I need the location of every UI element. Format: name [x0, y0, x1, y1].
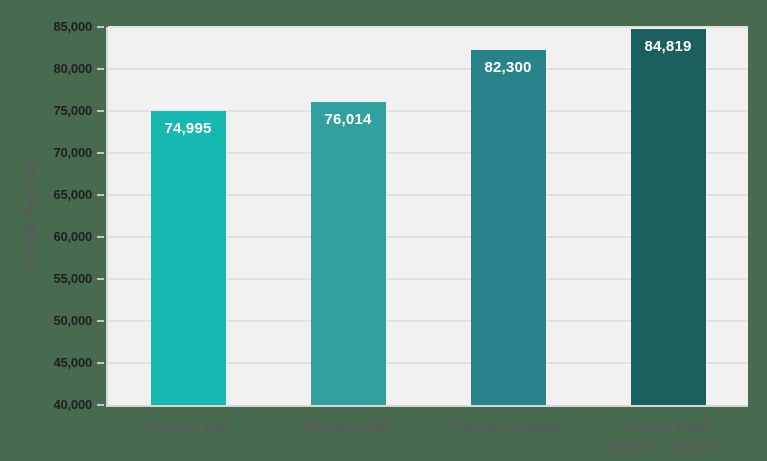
- y-tick-mark: [97, 152, 104, 154]
- category-label-line: Previous Half: [302, 419, 390, 434]
- y-tick-label: 50,000: [53, 313, 92, 328]
- gridline: [108, 320, 748, 322]
- category-sublabel-line: (Sept 21 - Sept 27): [607, 439, 725, 454]
- y-tick-mark: [97, 194, 104, 196]
- y-tick-label: 60,000: [53, 229, 92, 244]
- gridline: [108, 278, 748, 280]
- y-tick-mark: [97, 68, 104, 70]
- bar-value-label: 76,014: [324, 111, 372, 129]
- y-tick-label: 80,000: [53, 61, 92, 76]
- gridline: [108, 68, 748, 70]
- y-tick-mark: [97, 236, 104, 238]
- gridline: [108, 236, 748, 238]
- category-label-line: Current Week: [622, 419, 710, 434]
- gridline: [108, 110, 748, 112]
- y-tick-label: 55,000: [53, 271, 92, 286]
- gridline: [108, 362, 748, 364]
- y-tick-mark: [97, 404, 104, 406]
- bar: 82,300: [470, 49, 546, 405]
- category-label: Previous Quarter: [421, 417, 591, 437]
- y-tick-mark: [97, 278, 104, 280]
- y-tick-mark: [97, 362, 104, 364]
- y-axis-title: 1A CRB Records: [22, 158, 38, 278]
- y-tick-label: 75,000: [53, 103, 92, 118]
- plot-area: 74,995 76,014 82,300 84,819: [106, 26, 748, 407]
- y-tick-mark: [97, 110, 104, 112]
- category-label: Previous Half: [261, 417, 431, 437]
- y-tick-label: 85,000: [53, 19, 92, 34]
- gridline: [108, 152, 748, 154]
- y-tick-label: 70,000: [53, 145, 92, 160]
- bar-value-label: 82,300: [484, 58, 532, 76]
- bar-value-label: 84,819: [644, 37, 692, 55]
- y-tick-mark: [97, 26, 104, 28]
- bar: 76,014: [310, 102, 386, 405]
- y-tick-label: 65,000: [53, 187, 92, 202]
- category-label: Previous Year: [101, 417, 271, 437]
- category-label: Current Week (Sept 21 - Sept 27): [581, 417, 751, 457]
- category-label-line: Previous Quarter: [451, 419, 561, 434]
- y-tick-label: 40,000: [53, 397, 92, 412]
- bar: 84,819: [630, 28, 706, 405]
- bar: 74,995: [150, 111, 226, 405]
- category-label-line: Previous Year: [141, 419, 231, 434]
- bar-value-label: 74,995: [164, 120, 212, 138]
- y-tick-label: 45,000: [53, 355, 92, 370]
- y-tick-mark: [97, 320, 104, 322]
- gridline: [108, 194, 748, 196]
- gridline: [108, 26, 748, 28]
